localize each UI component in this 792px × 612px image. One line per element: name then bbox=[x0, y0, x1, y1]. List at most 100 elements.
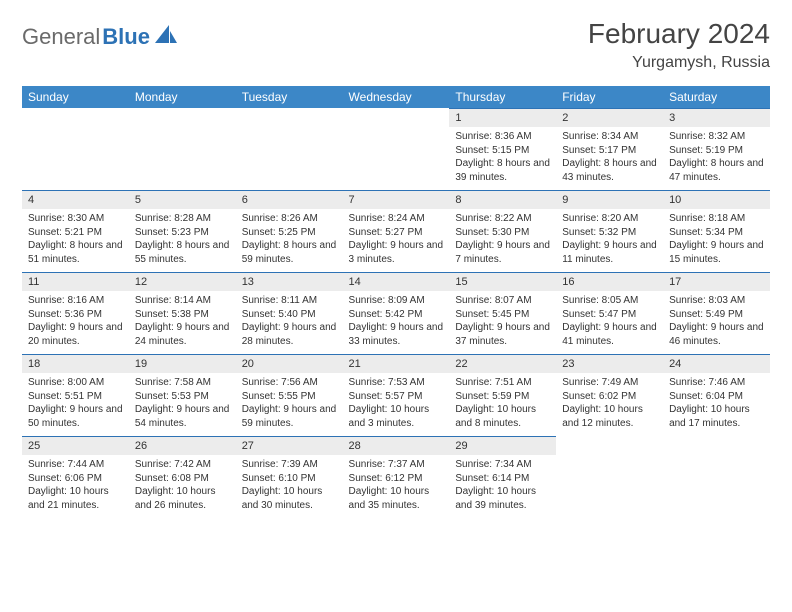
calendar-cell bbox=[556, 436, 663, 518]
calendar-cell: 26Sunrise: 7:42 AMSunset: 6:08 PMDayligh… bbox=[129, 436, 236, 518]
calendar-week: 1Sunrise: 8:36 AMSunset: 5:15 PMDaylight… bbox=[22, 108, 770, 190]
sunset-text: Sunset: 5:25 PM bbox=[242, 226, 337, 240]
sunrise-text: Sunrise: 7:53 AM bbox=[349, 376, 444, 390]
sunset-text: Sunset: 5:32 PM bbox=[562, 226, 657, 240]
calendar-cell bbox=[236, 108, 343, 190]
day-number: 3 bbox=[663, 108, 770, 127]
day-number: 6 bbox=[236, 190, 343, 209]
calendar-cell: 19Sunrise: 7:58 AMSunset: 5:53 PMDayligh… bbox=[129, 354, 236, 436]
day-number: 14 bbox=[343, 272, 450, 291]
sunset-text: Sunset: 5:53 PM bbox=[135, 390, 230, 404]
sunrise-text: Sunrise: 7:51 AM bbox=[455, 376, 550, 390]
day-number: 12 bbox=[129, 272, 236, 291]
sunrise-text: Sunrise: 8:11 AM bbox=[242, 294, 337, 308]
day-number: 23 bbox=[556, 354, 663, 373]
day-body: Sunrise: 8:36 AMSunset: 5:15 PMDaylight:… bbox=[449, 127, 556, 190]
day-body: Sunrise: 8:03 AMSunset: 5:49 PMDaylight:… bbox=[663, 291, 770, 354]
location: Yurgamysh, Russia bbox=[588, 54, 770, 72]
daylight-text: Daylight: 9 hours and 3 minutes. bbox=[349, 239, 444, 266]
sunset-text: Sunset: 5:19 PM bbox=[669, 144, 764, 158]
day-number: 25 bbox=[22, 436, 129, 455]
day-number: 5 bbox=[129, 190, 236, 209]
daylight-text: Daylight: 10 hours and 3 minutes. bbox=[349, 403, 444, 430]
sunset-text: Sunset: 6:02 PM bbox=[562, 390, 657, 404]
day-body: Sunrise: 8:05 AMSunset: 5:47 PMDaylight:… bbox=[556, 291, 663, 354]
sunset-text: Sunset: 6:14 PM bbox=[455, 472, 550, 486]
sunset-text: Sunset: 6:08 PM bbox=[135, 472, 230, 486]
sunrise-text: Sunrise: 8:03 AM bbox=[669, 294, 764, 308]
day-number: 7 bbox=[343, 190, 450, 209]
calendar-cell bbox=[663, 436, 770, 518]
weekday-header: Tuesday bbox=[236, 86, 343, 108]
calendar-cell: 20Sunrise: 7:56 AMSunset: 5:55 PMDayligh… bbox=[236, 354, 343, 436]
title-block: February 2024 Yurgamysh, Russia bbox=[588, 18, 770, 72]
calendar-cell: 29Sunrise: 7:34 AMSunset: 6:14 PMDayligh… bbox=[449, 436, 556, 518]
sunrise-text: Sunrise: 7:49 AM bbox=[562, 376, 657, 390]
sunrise-text: Sunrise: 8:16 AM bbox=[28, 294, 123, 308]
day-body: Sunrise: 7:39 AMSunset: 6:10 PMDaylight:… bbox=[236, 455, 343, 518]
sunset-text: Sunset: 5:23 PM bbox=[135, 226, 230, 240]
day-body: Sunrise: 7:51 AMSunset: 5:59 PMDaylight:… bbox=[449, 373, 556, 436]
sunrise-text: Sunrise: 8:24 AM bbox=[349, 212, 444, 226]
daylight-text: Daylight: 10 hours and 35 minutes. bbox=[349, 485, 444, 512]
sunset-text: Sunset: 5:36 PM bbox=[28, 308, 123, 322]
calendar-cell: 1Sunrise: 8:36 AMSunset: 5:15 PMDaylight… bbox=[449, 108, 556, 190]
calendar-cell: 15Sunrise: 8:07 AMSunset: 5:45 PMDayligh… bbox=[449, 272, 556, 354]
sunset-text: Sunset: 5:59 PM bbox=[455, 390, 550, 404]
calendar-body: 1Sunrise: 8:36 AMSunset: 5:15 PMDaylight… bbox=[22, 108, 770, 518]
calendar-cell: 23Sunrise: 7:49 AMSunset: 6:02 PMDayligh… bbox=[556, 354, 663, 436]
daylight-text: Daylight: 10 hours and 39 minutes. bbox=[455, 485, 550, 512]
daylight-text: Daylight: 9 hours and 37 minutes. bbox=[455, 321, 550, 348]
weekday-header: Saturday bbox=[663, 86, 770, 108]
daylight-text: Daylight: 8 hours and 51 minutes. bbox=[28, 239, 123, 266]
sunrise-text: Sunrise: 8:09 AM bbox=[349, 294, 444, 308]
daylight-text: Daylight: 9 hours and 50 minutes. bbox=[28, 403, 123, 430]
calendar-week: 11Sunrise: 8:16 AMSunset: 5:36 PMDayligh… bbox=[22, 272, 770, 354]
day-body: Sunrise: 8:22 AMSunset: 5:30 PMDaylight:… bbox=[449, 209, 556, 272]
day-body: Sunrise: 8:14 AMSunset: 5:38 PMDaylight:… bbox=[129, 291, 236, 354]
sunrise-text: Sunrise: 7:58 AM bbox=[135, 376, 230, 390]
day-body: Sunrise: 7:37 AMSunset: 6:12 PMDaylight:… bbox=[343, 455, 450, 518]
sunrise-text: Sunrise: 8:22 AM bbox=[455, 212, 550, 226]
daylight-text: Daylight: 8 hours and 39 minutes. bbox=[455, 157, 550, 184]
day-body: Sunrise: 8:26 AMSunset: 5:25 PMDaylight:… bbox=[236, 209, 343, 272]
sunset-text: Sunset: 5:30 PM bbox=[455, 226, 550, 240]
day-number: 11 bbox=[22, 272, 129, 291]
daylight-text: Daylight: 9 hours and 24 minutes. bbox=[135, 321, 230, 348]
sunset-text: Sunset: 5:27 PM bbox=[349, 226, 444, 240]
day-number: 18 bbox=[22, 354, 129, 373]
sunrise-text: Sunrise: 8:28 AM bbox=[135, 212, 230, 226]
sunset-text: Sunset: 6:06 PM bbox=[28, 472, 123, 486]
day-body: Sunrise: 8:30 AMSunset: 5:21 PMDaylight:… bbox=[22, 209, 129, 272]
calendar-cell: 7 Sunrise: 8:24 AMSunset: 5:27 PMDaylight… bbox=[343, 190, 450, 272]
day-body: Sunrise: 8:34 AMSunset: 5:17 PMDaylight:… bbox=[556, 127, 663, 190]
sunrise-text: Sunrise: 8:14 AM bbox=[135, 294, 230, 308]
daylight-text: Daylight: 10 hours and 8 minutes. bbox=[455, 403, 550, 430]
sunrise-text: Sunrise: 7:42 AM bbox=[135, 458, 230, 472]
day-body: Sunrise: 7:46 AMSunset: 6:04 PMDaylight:… bbox=[663, 373, 770, 436]
day-number: 29 bbox=[449, 436, 556, 455]
weekday-header: Monday bbox=[129, 86, 236, 108]
day-number: 24 bbox=[663, 354, 770, 373]
sunset-text: Sunset: 5:15 PM bbox=[455, 144, 550, 158]
sunset-text: Sunset: 5:57 PM bbox=[349, 390, 444, 404]
day-body: Sunrise: 7:49 AMSunset: 6:02 PMDaylight:… bbox=[556, 373, 663, 436]
brand-part1: General bbox=[22, 24, 100, 50]
daylight-text: Daylight: 10 hours and 21 minutes. bbox=[28, 485, 123, 512]
sunset-text: Sunset: 5:42 PM bbox=[349, 308, 444, 322]
day-number: 20 bbox=[236, 354, 343, 373]
calendar-cell: 21Sunrise: 7:53 AMSunset: 5:57 PMDayligh… bbox=[343, 354, 450, 436]
sunrise-text: Sunrise: 8:34 AM bbox=[562, 130, 657, 144]
day-number: 16 bbox=[556, 272, 663, 291]
sunrise-text: Sunrise: 8:05 AM bbox=[562, 294, 657, 308]
calendar-cell bbox=[343, 108, 450, 190]
calendar-cell bbox=[22, 108, 129, 190]
day-number: 17 bbox=[663, 272, 770, 291]
calendar-cell: 3Sunrise: 8:32 AMSunset: 5:19 PMDaylight… bbox=[663, 108, 770, 190]
sunset-text: Sunset: 5:47 PM bbox=[562, 308, 657, 322]
calendar-cell: 6Sunrise: 8:26 AMSunset: 5:25 PMDaylight… bbox=[236, 190, 343, 272]
calendar-cell: 28Sunrise: 7:37 AMSunset: 6:12 PMDayligh… bbox=[343, 436, 450, 518]
daylight-text: Daylight: 9 hours and 20 minutes. bbox=[28, 321, 123, 348]
sunset-text: Sunset: 5:55 PM bbox=[242, 390, 337, 404]
weekday-header: Sunday bbox=[22, 86, 129, 108]
